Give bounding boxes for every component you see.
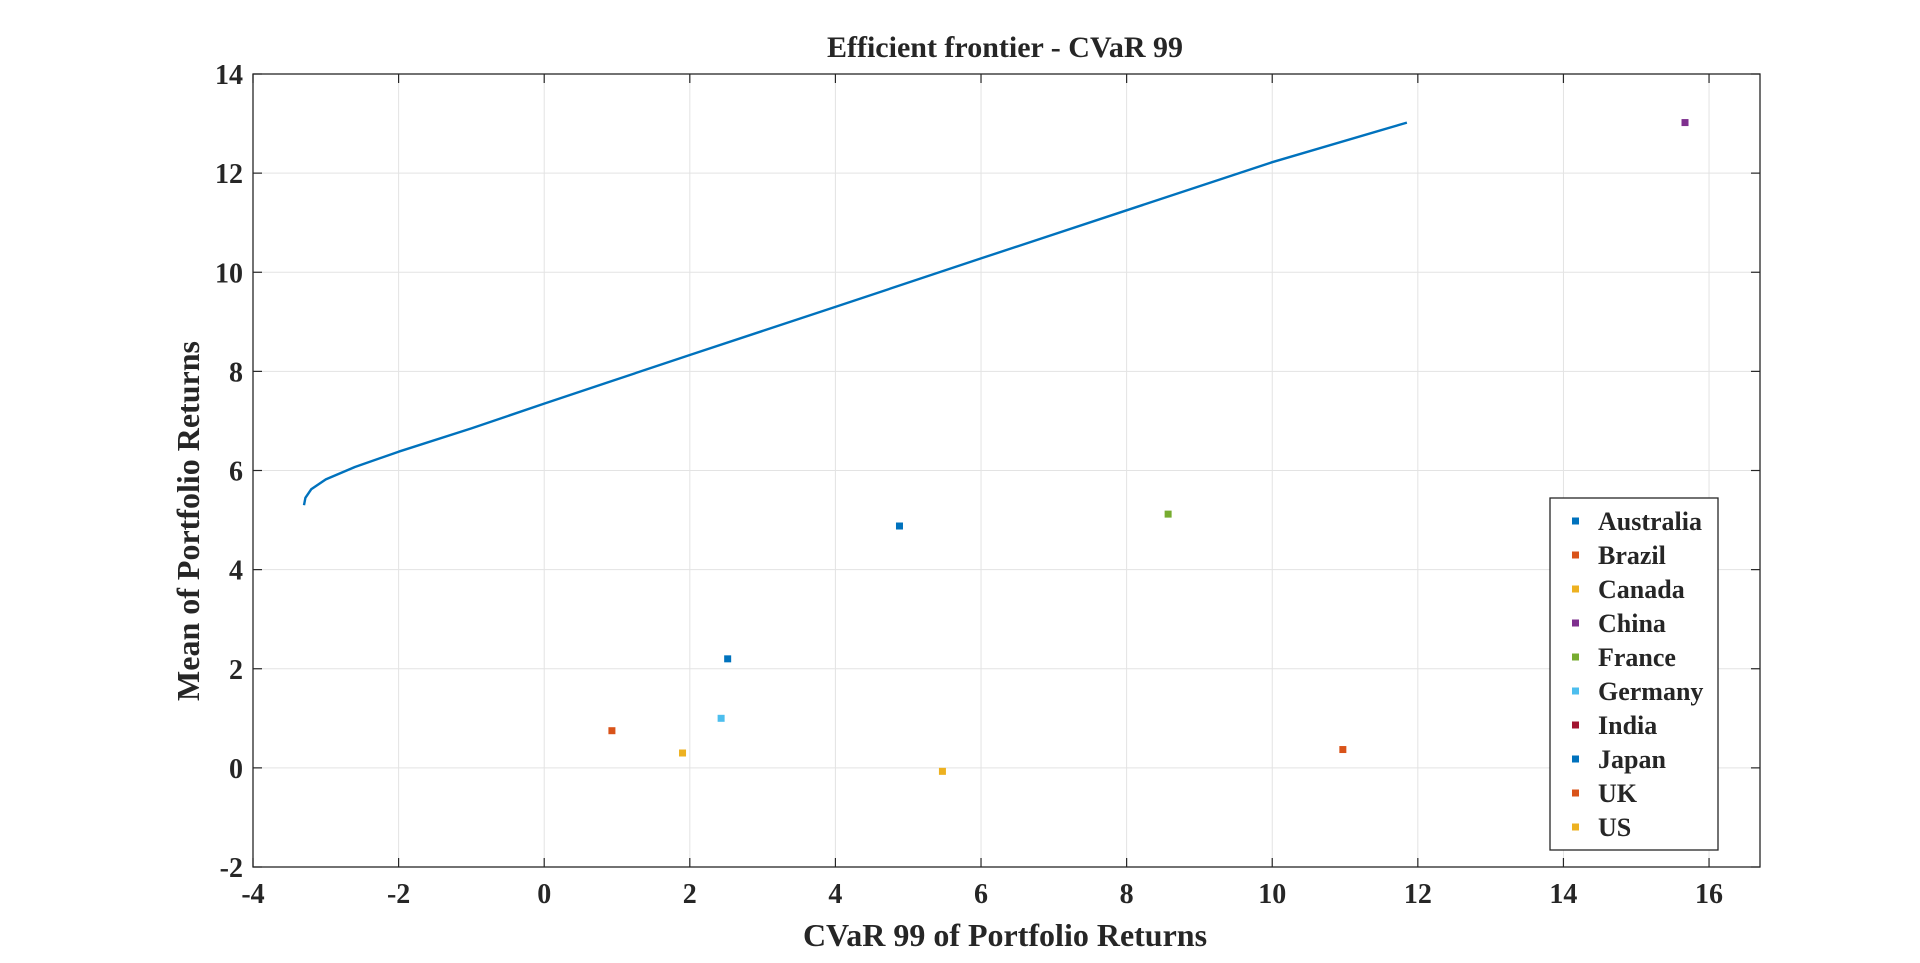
legend-label: Canada	[1598, 575, 1685, 604]
x-tick-label: 6	[974, 879, 988, 910]
x-tick-label: 8	[1120, 879, 1134, 910]
asset-points	[608, 119, 1689, 775]
y-tick-label: 10	[215, 258, 243, 289]
point-brazil	[1339, 746, 1347, 754]
y-tick-label: 0	[229, 754, 243, 785]
legend-marker-japan	[1572, 755, 1579, 763]
legend-label: UK	[1598, 779, 1638, 808]
x-tick-label: 0	[537, 879, 551, 910]
legend-label: France	[1598, 643, 1676, 672]
legend-label: Japan	[1598, 745, 1666, 774]
point-japan	[724, 655, 732, 663]
legend-marker-germany	[1572, 687, 1579, 695]
y-tick-label: -2	[220, 853, 243, 884]
legend-marker-uk	[1572, 789, 1579, 797]
point-germany	[717, 714, 725, 722]
legend-marker-canada	[1572, 585, 1579, 593]
axes	[252, 73, 1761, 868]
y-tick-label: 14	[215, 60, 243, 91]
point-us	[679, 749, 687, 757]
y-tick-label: 12	[215, 159, 243, 190]
legend-marker-us	[1572, 823, 1579, 831]
legend-marker-china	[1572, 619, 1579, 627]
point-france	[1164, 510, 1172, 518]
legend-label: India	[1598, 711, 1657, 740]
y-axis-label: Mean of Portfolio Returns	[170, 341, 206, 701]
frontier-layer	[302, 121, 1408, 506]
y-tick-label: 4	[229, 556, 243, 587]
x-tick-label: 10	[1258, 879, 1286, 910]
grid-lines	[253, 74, 1760, 867]
legend-label: Brazil	[1598, 541, 1666, 570]
point-uk	[608, 727, 616, 735]
chart-title: Efficient frontier - CVaR 99	[827, 31, 1183, 64]
x-axis-label: CVaR 99 of Portfolio Returns	[803, 917, 1207, 953]
legend-label: US	[1598, 813, 1631, 842]
legend-marker-france	[1572, 653, 1579, 661]
legend-marker-australia	[1572, 517, 1579, 525]
x-tick-label: -4	[241, 879, 264, 910]
legend-label: Germany	[1598, 677, 1703, 706]
legend-marker-india	[1572, 721, 1579, 729]
legend-label: Australia	[1598, 507, 1702, 536]
y-tick-label: 2	[229, 655, 243, 686]
x-tick-label: 14	[1549, 879, 1577, 910]
point-canada	[938, 767, 946, 775]
point-australia	[895, 522, 903, 530]
x-tick-label: -2	[387, 879, 410, 910]
x-tick-label: 16	[1695, 879, 1723, 910]
y-tick-label: 8	[229, 357, 243, 388]
x-tick-label: 12	[1404, 879, 1432, 910]
y-tick-label: 6	[229, 457, 243, 488]
x-tick-label: 4	[828, 879, 842, 910]
legend: Australia Brazil Canada China France Germany I…	[1549, 497, 1719, 851]
x-tick-label: 2	[683, 879, 697, 910]
efficient-frontier-line	[302, 121, 1408, 506]
legend-label: China	[1598, 609, 1666, 638]
point-china	[1681, 119, 1689, 127]
legend-marker-brazil	[1572, 551, 1579, 559]
